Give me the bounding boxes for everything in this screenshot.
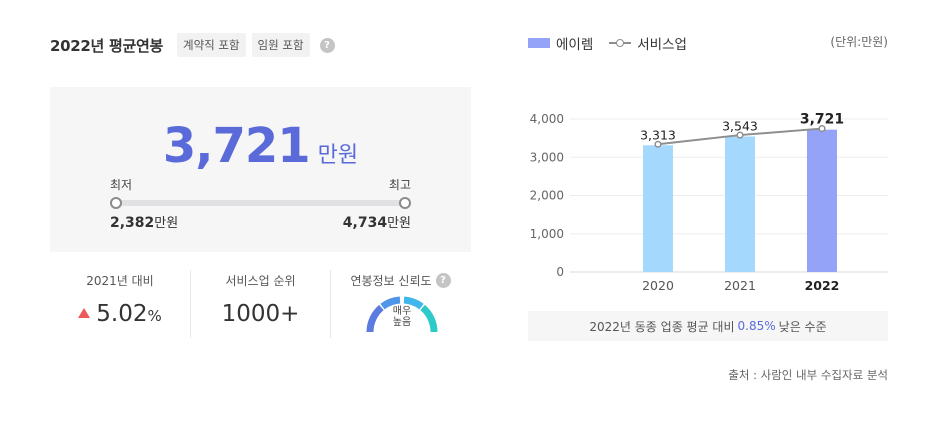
y-tick-label: 0: [556, 265, 564, 279]
reliability-text: 매우 높음: [364, 306, 440, 328]
legend-bar-swatch: [528, 38, 550, 48]
average-salary-box: 3,721 만원 최저 최고 2,382만원 4,734만원: [50, 87, 471, 252]
chart-note: 2022년 동종 업종 평균 대비 0.85% 낮은 수준: [528, 311, 888, 341]
chart-unit: (단위:만원): [830, 35, 888, 49]
bar: [725, 136, 755, 272]
y-tick-label: 4,000: [530, 112, 564, 126]
yoy-label: 2021년 대비: [86, 274, 154, 288]
question-circle-icon[interactable]: ?: [319, 37, 335, 53]
reliability-text-line2: 높음: [392, 317, 412, 328]
x-tick-label: 2022: [805, 278, 840, 293]
chart-note-prefix: 2022년 동종 업종 평균 대비: [589, 319, 735, 334]
y-tick-label: 1,000: [530, 227, 564, 241]
yoy-stat: 2021년 대비 5.02%: [50, 270, 190, 338]
min-salary-unit: 만원: [154, 216, 179, 231]
legend-line-swatch: [609, 38, 632, 48]
legend-company: 에이렘: [556, 37, 594, 53]
average-salary-value: 3,721: [162, 118, 311, 174]
industry-point: [736, 131, 744, 139]
arrow-up-icon: [78, 308, 91, 318]
reliability-label: 연봉정보 신뢰도: [350, 274, 432, 288]
salary-header: 2022년 평균연봉 계약직 포함 임원 포함 ?: [50, 33, 335, 57]
chart-legend: 에이렘 서비스업: [528, 33, 687, 53]
y-tick-label: 2,000: [530, 189, 564, 203]
salary-trend-panel: 에이렘 서비스업 (단위:만원) 0 1,000 2,000 3,000 4,000 20…: [528, 0, 888, 428]
rank-stat: 서비스업 순위 1000+: [190, 270, 330, 338]
page-title: 2022년 평균연봉: [50, 36, 163, 55]
data-label: 3,543: [722, 118, 758, 133]
average-salary-unit: 만원: [317, 143, 359, 168]
reliability-stat: 연봉정보 신뢰도? 매우 높음: [330, 270, 470, 338]
max-salary-unit: 만원: [387, 216, 411, 231]
yoy-number: 5.02: [96, 301, 148, 327]
bar: [807, 129, 837, 272]
x-tick-label: 2021: [724, 278, 756, 293]
salary-range-track: [116, 200, 405, 206]
data-source: 출처 : 사람인 내부 수집자료 분석: [728, 368, 888, 382]
industry-point: [818, 125, 826, 133]
x-tick-label: 2020: [642, 278, 674, 293]
rank-label: 서비스업 순위: [225, 274, 296, 288]
min-label: 최저: [110, 178, 133, 192]
data-label: 3,721: [800, 112, 844, 128]
legend-industry: 서비스업: [637, 37, 687, 53]
yoy-value: 5.02%: [50, 301, 190, 327]
reliability-label-wrap: 연봉정보 신뢰도?: [350, 272, 451, 289]
rank-value: 1000+: [221, 301, 300, 327]
question-circle-icon[interactable]: ?: [435, 273, 451, 288]
bar: [643, 145, 673, 272]
max-salary: 4,734만원: [343, 212, 411, 231]
data-label: 3,313: [640, 127, 676, 142]
reliability-gauge: [366, 296, 438, 333]
y-tick-label: 3,000: [530, 150, 564, 164]
min-salary: 2,382만원: [110, 212, 178, 231]
range-min-marker: [110, 197, 122, 209]
tag-executive-included: 임원 포함: [251, 33, 310, 57]
average-salary: 3,721 만원: [50, 118, 471, 174]
reliability-text-line1: 매우: [392, 306, 412, 317]
salary-summary-panel: 2022년 평균연봉 계약직 포함 임원 포함 ? 3,721 만원 최저 최고 …: [50, 0, 471, 428]
industry-point: [654, 140, 662, 148]
max-salary-value: 4,734: [342, 215, 388, 231]
min-salary-value: 2,382: [110, 215, 155, 231]
chart-note-highlight: 0.85%: [737, 319, 776, 333]
salary-trend-chart: 0 1,000 2,000 3,000 4,000 2020 2021 2022 3,313 3,…: [530, 112, 888, 293]
max-label: 최고: [388, 178, 411, 192]
tag-contract-included: 계약직 포함: [176, 33, 246, 57]
salary-stats: 2021년 대비 5.02% 서비스업 순위 1000+ 연봉정보 신뢰도? 매…: [50, 270, 471, 338]
range-max-marker: [399, 197, 411, 209]
yoy-pct: %: [147, 307, 162, 325]
chart-note-suffix: 낮은 수준: [778, 319, 827, 334]
